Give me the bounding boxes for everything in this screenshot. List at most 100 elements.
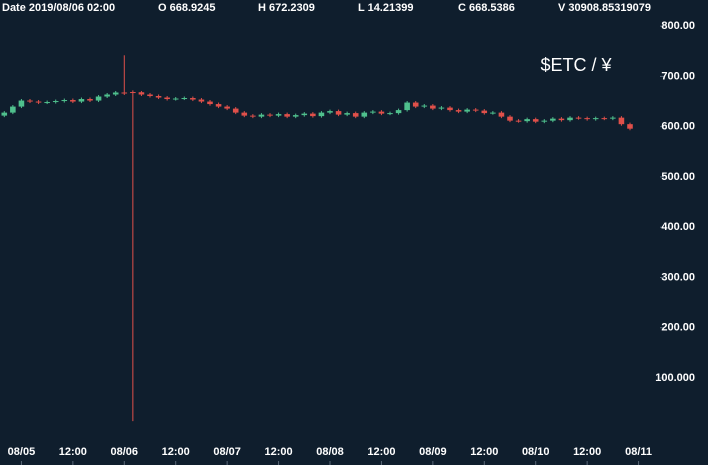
candle-body [172, 98, 179, 100]
candle-body [1, 112, 8, 116]
candle-body [575, 117, 582, 119]
x-tick-label: 12:00 [367, 446, 395, 458]
candle-body [472, 109, 479, 111]
candle-body [44, 102, 50, 104]
candle-body [567, 117, 573, 121]
candle-body [224, 106, 230, 109]
candle-body [344, 113, 350, 115]
candle-body [250, 115, 256, 117]
candle-body [352, 113, 359, 117]
candle-body [121, 92, 128, 94]
header-date: Date 2019/08/06 02:00 [2, 2, 115, 14]
candle-body [412, 102, 419, 107]
candle-body [27, 100, 33, 102]
candle-body [78, 99, 85, 102]
x-tick-label: 08/11 [625, 446, 652, 458]
candle-body [515, 120, 522, 122]
candle-body [35, 101, 42, 103]
y-tick-label: 500.00 [661, 171, 695, 183]
header-volume: V 30908.85319079 [558, 2, 651, 14]
candle-body [447, 107, 453, 111]
x-tick-label: 08/08 [316, 446, 344, 458]
candle-body [455, 110, 462, 112]
candle-body [550, 118, 556, 121]
candle-body [112, 92, 119, 95]
candle-body [404, 102, 410, 111]
candle-body [378, 111, 385, 114]
candle-body [601, 118, 608, 120]
candle-body [361, 112, 368, 117]
candle-body [541, 120, 548, 122]
candle-body [275, 114, 282, 116]
candle-body [232, 108, 239, 113]
candle-body [190, 98, 196, 100]
y-tick-label: 700.00 [661, 70, 695, 82]
candle-body [130, 92, 136, 94]
candle-body [370, 111, 376, 113]
candle-body [267, 114, 273, 116]
x-tick-label: 08/09 [419, 446, 447, 458]
x-tick-label: 12:00 [162, 446, 190, 458]
y-tick-label: 600.00 [661, 121, 695, 133]
candle-body [464, 109, 470, 112]
candle-body [618, 117, 625, 125]
y-tick-label: 300.00 [661, 271, 695, 283]
x-tick-label: 08/06 [111, 446, 139, 458]
candle-body [438, 107, 445, 109]
candle-body [335, 111, 342, 115]
candle-body [507, 116, 513, 121]
y-tick-label: 400.00 [661, 221, 695, 233]
candle-body [532, 119, 539, 122]
candle-body [164, 97, 170, 100]
header-open: O 668.9245 [158, 2, 216, 14]
x-tick-label: 12:00 [59, 446, 87, 458]
candle-body [104, 94, 110, 97]
candle-body [241, 112, 248, 116]
candle-body [10, 106, 16, 113]
y-tick-label: 800.00 [661, 20, 695, 32]
candle-body [95, 96, 102, 101]
candle-body [198, 99, 205, 102]
candle-body [18, 100, 25, 107]
candle-body [387, 113, 393, 115]
x-tick-label: 12:00 [470, 446, 498, 458]
chart-title: $ETC / ¥ [540, 55, 612, 75]
x-tick-label: 12:00 [573, 446, 601, 458]
candle-body [592, 118, 599, 120]
y-tick-label: 200.00 [661, 322, 695, 334]
candle-body [395, 110, 402, 114]
x-tick-label: 08/07 [213, 446, 241, 458]
candle-body [481, 110, 488, 114]
candle-body [490, 112, 496, 114]
candle-body [318, 112, 325, 117]
header-high: H 672.2309 [258, 2, 315, 14]
candle-body [292, 115, 299, 117]
candle-body [138, 92, 145, 95]
candle-body [181, 98, 188, 100]
candle-body [207, 101, 213, 105]
header-low: L 14.21399 [358, 2, 413, 14]
candle-body [627, 124, 633, 129]
candle-body [52, 101, 59, 103]
candle-body [421, 105, 428, 107]
candle-body [155, 96, 162, 98]
x-tick-label: 12:00 [265, 446, 293, 458]
candle-body [610, 117, 616, 119]
candle-body [284, 114, 290, 117]
candle-body [327, 111, 333, 113]
x-tick-label: 08/10 [522, 446, 550, 458]
candle-body [584, 118, 590, 120]
candle-body [310, 113, 316, 117]
candle-body [147, 94, 153, 97]
candle-body [61, 100, 68, 102]
x-tick-label: 08/05 [8, 446, 36, 458]
candle-body [215, 104, 222, 107]
candle-body [430, 105, 436, 109]
header-close: C 668.5386 [458, 2, 515, 14]
candle-body [258, 114, 265, 117]
candle-body [301, 113, 308, 116]
candle-body [70, 100, 76, 102]
candle-body [498, 112, 505, 117]
